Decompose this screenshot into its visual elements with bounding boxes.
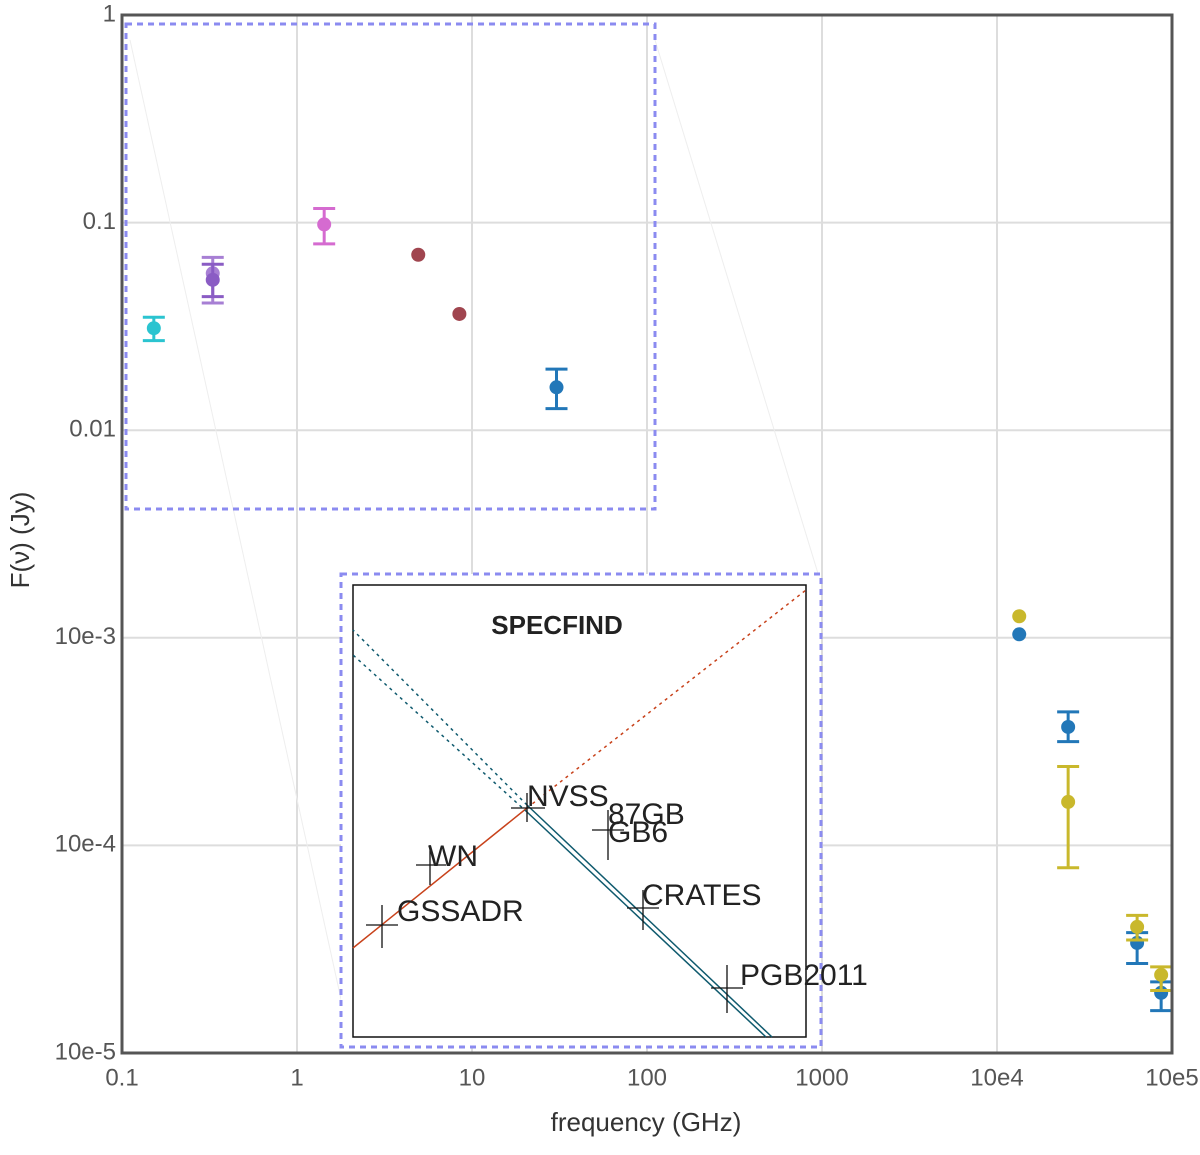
data-point (1061, 794, 1076, 809)
x-axis-label: frequency (GHz) (551, 1107, 742, 1137)
data-point (317, 217, 332, 232)
x-tick-label: 1000 (795, 1064, 848, 1091)
inset-label: GB6 (608, 816, 668, 849)
data-point (1130, 919, 1145, 934)
y-tick-label: 0.01 (69, 416, 116, 443)
fit-line (352, 629, 528, 806)
inset-label: PGB2011 (740, 959, 868, 992)
data-point (549, 380, 564, 395)
inset-label: CRATES (642, 879, 761, 912)
plot-frame (120, 13, 1174, 1055)
x-tick-label: 10 (459, 1064, 486, 1091)
y-tick-label: 10e-3 (55, 623, 116, 650)
fit-line (526, 589, 807, 809)
marks (142, 206, 1173, 1013)
inset-label: NVSS (527, 780, 609, 813)
y-tick-label: 1 (103, 0, 116, 27)
data-point (411, 247, 426, 262)
data-point (205, 272, 220, 287)
data-point (1061, 719, 1076, 734)
x-tick-label: 100 (627, 1064, 667, 1091)
y-tick-label: 0.1 (83, 208, 116, 235)
data-point (146, 321, 161, 336)
x-tick-label: 10e4 (970, 1064, 1023, 1091)
fit-line (526, 804, 773, 1038)
zoom-connector (129, 39, 351, 1041)
inset: SPECFIND NVSS 87GB GB6 WN GSSADR CRATES … (339, 572, 868, 1049)
data-point (452, 306, 467, 321)
y-axis-label: F(ν) (Jy) (5, 492, 35, 589)
data-point (1012, 609, 1027, 624)
error-bar (1057, 764, 1080, 870)
data-point (1012, 627, 1027, 642)
inset-label: WN (428, 840, 478, 873)
inset-label: 87GB (608, 798, 685, 831)
inset-title: SPECFIND (491, 610, 622, 640)
x-tick-label: 1 (290, 1064, 303, 1091)
inset-errorbars (366, 793, 743, 1013)
y-tick-label: 10e-4 (55, 831, 116, 858)
y-tick-label: 10e-5 (55, 1038, 116, 1065)
inset-label: GSSADR (397, 895, 524, 928)
inset-plot (352, 584, 807, 1038)
x-tick-label: 0.1 (105, 1064, 138, 1091)
x-tick-label: 10e5 (1145, 1064, 1198, 1091)
fit-line (526, 811, 767, 1038)
data-point (1154, 967, 1169, 982)
ticks: 0.1 1 10 100 1000 10e4 10e5 1 0.1 0.01 10e-3 10e-4 1… (55, 0, 1199, 1091)
zoom-box (124, 22, 657, 511)
zoom-connector (654, 39, 821, 581)
